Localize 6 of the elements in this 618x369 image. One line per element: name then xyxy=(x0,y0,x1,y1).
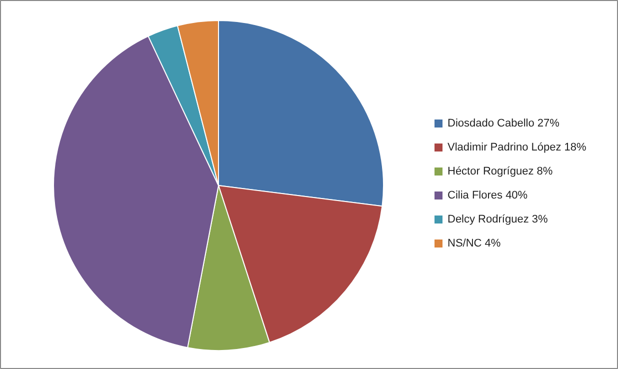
legend-label: NS/NC 4% xyxy=(448,238,501,250)
legend-label: Cilia Flores 40% xyxy=(448,190,528,202)
legend-label: Diosdado Cabello 27% xyxy=(448,118,560,130)
legend-label: Delcy Rodríguez 3% xyxy=(448,214,548,226)
legend-label: Vladimir Padrino López 18% xyxy=(448,142,587,154)
legend-label: Héctor Rogríguez 8% xyxy=(448,166,553,178)
